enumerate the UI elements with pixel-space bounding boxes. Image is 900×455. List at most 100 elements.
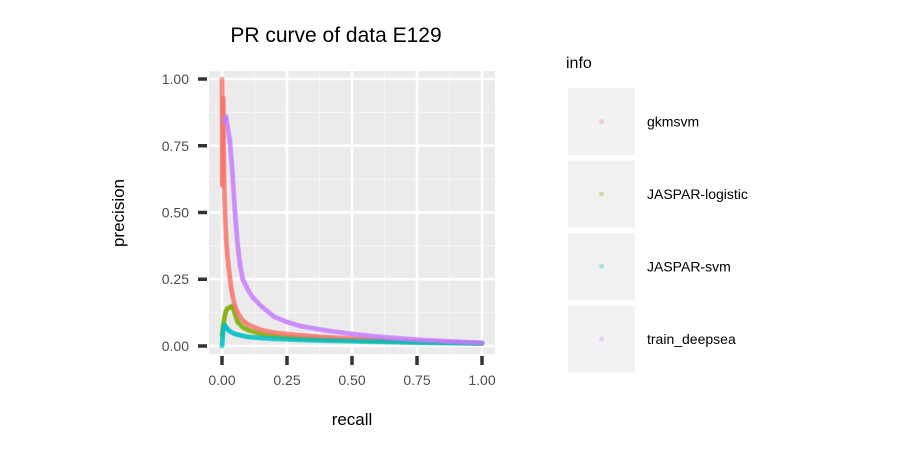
data-point-interp	[241, 325, 247, 331]
data-point-interp	[219, 160, 226, 167]
data-point-interp	[225, 254, 231, 260]
y-tick-label: 0.25	[162, 271, 189, 287]
data-point-interp	[242, 281, 248, 288]
data-point-interp	[219, 340, 225, 346]
data-point-interp	[467, 339, 473, 345]
data-point-interp	[233, 228, 240, 234]
data-point-interp	[392, 338, 398, 345]
data-point-interp	[383, 334, 389, 340]
data-point-interp	[415, 338, 421, 344]
data-point-interp	[221, 191, 228, 198]
data-point-interp	[219, 173, 226, 179]
data-point	[271, 336, 277, 342]
data-point-interp	[361, 336, 367, 342]
data-point-interp	[369, 338, 375, 345]
data-point-interp	[235, 243, 241, 249]
data-point-interp	[219, 159, 226, 165]
data-point-interp	[220, 136, 227, 142]
data-point-interp	[235, 311, 242, 317]
data-point-interp	[219, 144, 225, 151]
data-point-interp	[318, 334, 325, 340]
data-point-interp	[393, 335, 399, 341]
data-point-interp	[331, 334, 337, 341]
data-point-interp	[220, 101, 226, 107]
data-point-interp	[343, 338, 349, 344]
data-point-interp	[344, 330, 351, 336]
data-point	[222, 217, 228, 224]
data-point-interp	[413, 336, 419, 343]
data-point-interp	[246, 334, 253, 340]
x-tick-label: 1.00	[468, 372, 495, 388]
data-point-interp	[390, 335, 396, 341]
data-point-interp	[467, 340, 473, 346]
data-point-interp	[468, 339, 474, 345]
data-point-interp	[228, 150, 234, 156]
data-point-interp	[248, 334, 254, 340]
data-point-interp	[444, 339, 450, 346]
data-point-interp	[275, 330, 282, 336]
data-point-interp	[441, 339, 447, 346]
data-point	[240, 276, 246, 282]
data-point-interp	[456, 339, 462, 345]
data-point-interp	[274, 336, 280, 342]
data-point	[220, 95, 226, 101]
data-point-interp	[226, 130, 232, 136]
data-point-interp	[221, 141, 227, 147]
data-point-interp	[232, 214, 238, 220]
data-point-interp	[221, 169, 227, 176]
data-point-interp	[317, 334, 323, 340]
data-point-interp	[279, 330, 285, 337]
data-point-interp	[410, 336, 416, 342]
data-point-interp	[220, 156, 226, 162]
data-point	[349, 338, 355, 344]
data-point-interp	[324, 328, 331, 334]
data-point-interp	[267, 332, 273, 338]
data-point-interp	[222, 210, 228, 216]
data-point-interp	[343, 335, 349, 341]
data-point-interp	[223, 231, 229, 238]
data-point-interp	[219, 109, 225, 116]
data-point-interp	[445, 340, 451, 346]
data-point-interp	[300, 323, 306, 330]
data-point-interp	[422, 338, 429, 345]
data-point-interp	[221, 149, 227, 155]
data-point-interp	[242, 280, 248, 286]
data-point-interp	[235, 331, 241, 338]
data-point-interp	[234, 231, 240, 237]
data-point-interp	[457, 340, 464, 346]
data-point-interp	[264, 332, 270, 338]
data-point-interp	[221, 155, 227, 161]
data-point-interp	[251, 334, 257, 340]
data-point-interp	[421, 337, 427, 343]
data-point-interp	[223, 225, 229, 231]
data-point-interp	[384, 339, 390, 345]
data-point-interp	[219, 87, 225, 93]
series-JASPAR-logistic	[219, 303, 485, 346]
data-point-interp	[415, 339, 421, 346]
data-point	[222, 196, 228, 202]
data-point-interp	[389, 339, 395, 345]
data-point-interp	[464, 340, 470, 346]
data-point-interp	[335, 335, 341, 341]
data-point-interp	[223, 227, 229, 233]
data-point-interp	[392, 337, 398, 344]
data-point-interp	[331, 336, 337, 342]
data-point-interp	[220, 99, 226, 105]
data-point-interp	[395, 339, 401, 345]
data-point-interp	[231, 194, 237, 200]
data-point-interp	[248, 328, 254, 334]
data-point-interp	[230, 182, 236, 188]
data-point-interp	[220, 159, 226, 165]
data-point-interp	[422, 337, 429, 343]
data-point-interp	[367, 338, 373, 345]
data-point-interp	[222, 211, 228, 218]
data-point-interp	[240, 277, 247, 284]
data-point-interp	[468, 340, 474, 346]
data-point-interp	[225, 129, 231, 135]
data-point-interp	[308, 333, 314, 339]
data-point-interp	[249, 328, 255, 334]
data-point-interp	[221, 318, 227, 324]
data-point-interp	[226, 267, 232, 274]
data-point-interp	[222, 201, 228, 207]
data-point-interp	[355, 338, 361, 344]
